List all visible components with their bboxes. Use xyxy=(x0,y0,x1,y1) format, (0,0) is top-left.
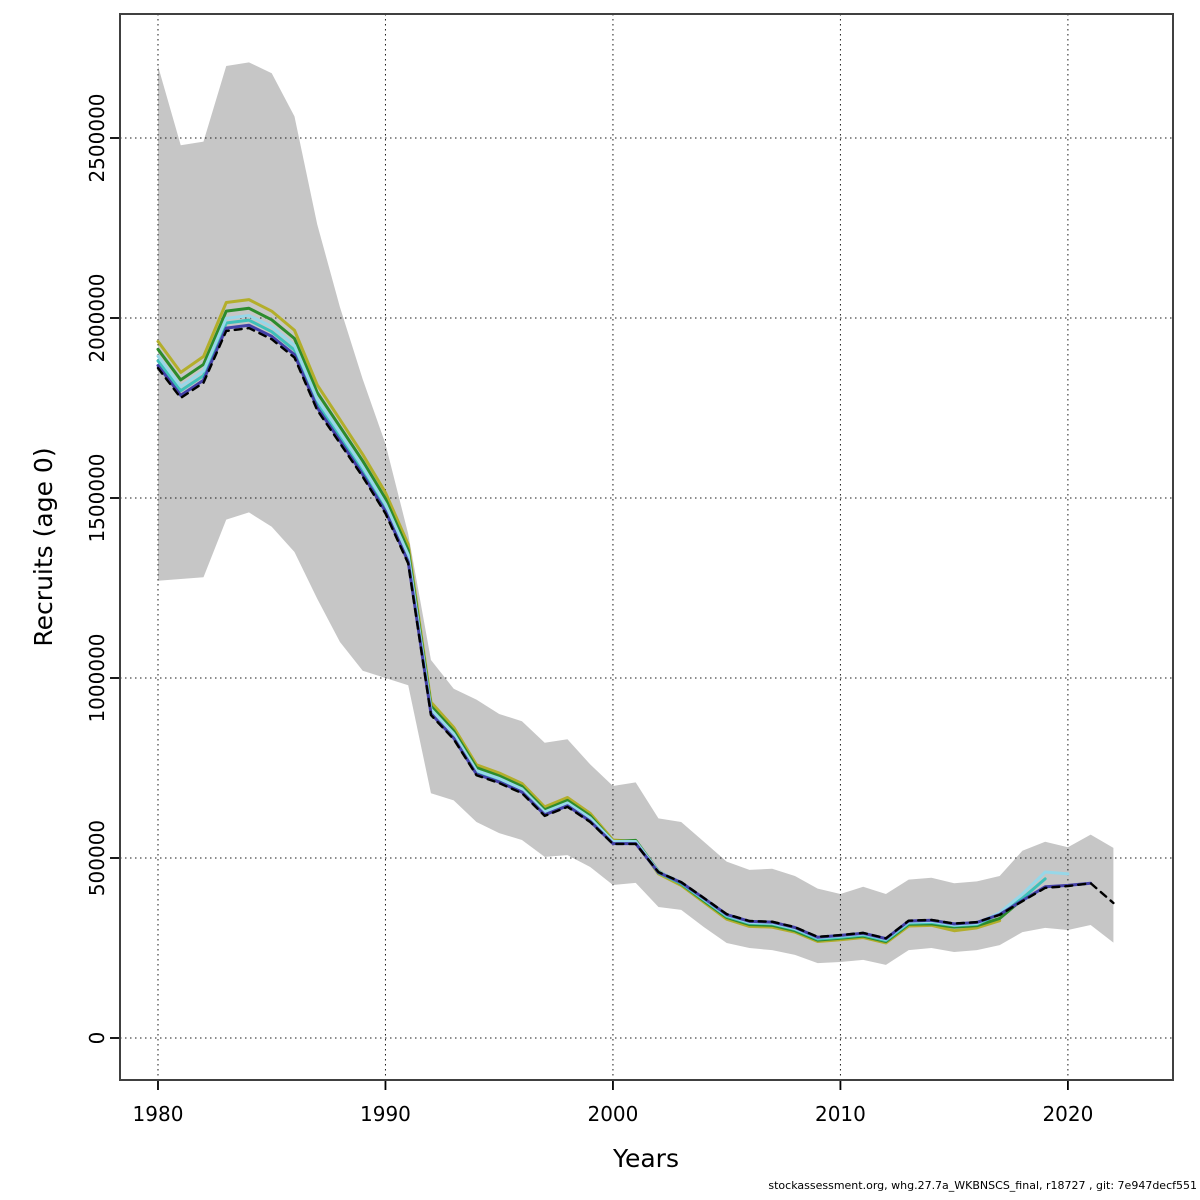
line-final-run-2022 xyxy=(156,326,1115,940)
x-axis-title: Years xyxy=(612,1144,679,1173)
y-tick-label-2000000: 2000000 xyxy=(85,273,109,362)
plot-frame xyxy=(119,13,1174,1081)
y-tick-label-500000: 500000 xyxy=(85,820,109,896)
x-tick-label-2000: 2000 xyxy=(587,1102,638,1126)
y-tick-label-0: 0 xyxy=(85,1032,109,1045)
y-tick-label-1000000: 1000000 xyxy=(85,633,109,722)
y-axis-title: Recruits (age 0) xyxy=(29,447,58,646)
y-tick-label-2500000: 2500000 xyxy=(85,93,109,182)
x-tick-label-1990: 1990 xyxy=(360,1102,411,1126)
confidence-band-layer xyxy=(157,62,1114,965)
x-tick-label-2020: 2020 xyxy=(1042,1102,1093,1126)
axis-layer: 1980 1990 2000 2010 2020 0 500000 1000000 150000… xyxy=(85,13,1174,1126)
y-tick-label-1500000: 1500000 xyxy=(85,453,109,542)
confidence-band xyxy=(157,62,1114,965)
x-tick-label-1980: 1980 xyxy=(133,1102,184,1126)
footer-attribution: stockassessment.org, whg.27.7a_WKBNSCS_f… xyxy=(768,1179,1197,1192)
series-layer xyxy=(156,298,1115,945)
x-tick-label-2010: 2010 xyxy=(815,1102,866,1126)
